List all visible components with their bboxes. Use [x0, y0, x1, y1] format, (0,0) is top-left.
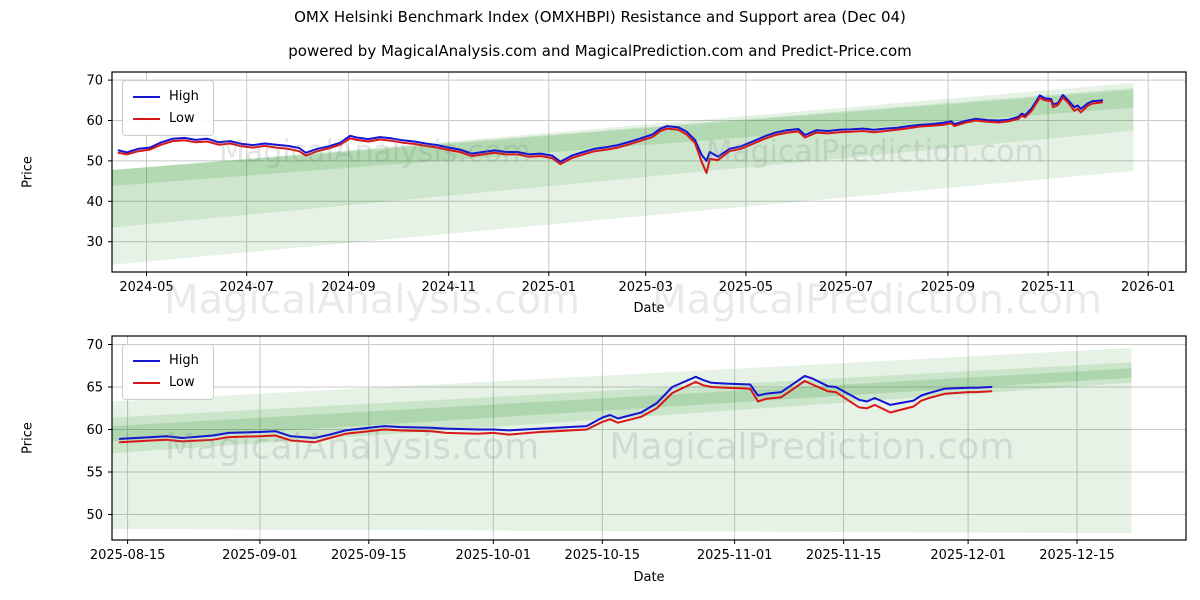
support-resistance-outer-band — [112, 347, 1132, 534]
bottom-chart: 2025-08-15 2025-09-01 2025-09-15 2025-10-01… — [86, 335, 1187, 563]
high-line-swatch — [133, 360, 160, 362]
legend-item-low: Low — [133, 108, 199, 130]
figure-title: OMX Helsinki Benchmark Index (OMXHBPI) R… — [294, 8, 906, 26]
legend-top: High Low — [122, 80, 214, 136]
y-tick-label: 70 — [86, 74, 103, 89]
support-resistance-core-band — [112, 368, 1132, 442]
y-tick-label: 60 — [86, 114, 103, 129]
figure-subtitle: powered by MagicalAnalysis.com and Magic… — [288, 42, 912, 60]
x-tick-label: 2025-09-01 — [222, 548, 298, 563]
support-resistance-core-band — [112, 88, 1134, 186]
x-tick-label: 2024-11 — [422, 280, 476, 295]
high-line-swatch — [133, 96, 160, 98]
low-line-swatch — [133, 118, 160, 120]
low-line — [118, 380, 993, 444]
x-tick-label: 2025-11-01 — [697, 548, 773, 563]
y-tick-label: 55 — [86, 466, 103, 481]
date-axis-label-bottom: Date — [633, 570, 665, 585]
price-axis-label-top: Price — [20, 156, 36, 188]
legend-label-high: High — [169, 89, 199, 104]
date-axis-label-top: Date — [633, 301, 665, 316]
y-tick-label: 65 — [86, 381, 103, 396]
y-tick-label: 30 — [86, 235, 103, 250]
high-line — [117, 94, 1104, 163]
x-tick-label: 2025-12-15 — [1039, 548, 1115, 563]
x-tick-label: 2025-11-15 — [806, 548, 882, 563]
x-tick-label: 2025-10-01 — [456, 548, 532, 563]
x-tick-label: 2025-09-15 — [331, 548, 407, 563]
legend-item-high: High — [133, 350, 199, 372]
low-line-swatch — [133, 382, 160, 384]
x-tick-label: 2025-10-15 — [565, 548, 641, 563]
x-tick-label: 2025-01 — [522, 280, 576, 295]
plot-border — [111, 71, 1187, 273]
x-tick-label: 2024-07 — [220, 280, 274, 295]
support-resistance-outer-band — [112, 82, 1134, 265]
legend-label-high: High — [169, 353, 199, 368]
x-tick-label: 2025-12-01 — [930, 548, 1006, 563]
support-resistance-mid-band — [112, 89, 1134, 228]
price-axis-label-bottom: Price — [20, 422, 36, 454]
legend-label-low: Low — [169, 111, 195, 126]
y-tick-label: 50 — [86, 508, 103, 523]
x-tick-label: 2026-01 — [1121, 280, 1175, 295]
legend-item-high: High — [133, 86, 199, 108]
legend-item-low: Low — [133, 372, 199, 394]
plot-border — [111, 335, 1187, 541]
y-tick-label: 60 — [86, 423, 103, 438]
low-line — [117, 96, 1104, 174]
y-tick-label: 70 — [86, 338, 103, 353]
x-tick-label: 2025-05 — [719, 280, 773, 295]
x-tick-label: 2024-09 — [321, 280, 375, 295]
high-line — [118, 375, 993, 440]
x-tick-label: 2025-07 — [819, 280, 873, 295]
x-tick-label: 2024-05 — [119, 280, 173, 295]
y-tick-label: 40 — [86, 195, 103, 210]
x-tick-label: 2025-03 — [619, 280, 673, 295]
top-chart: 2024-05 2024-07 2024-09 2024-11 2025-01 2025-… — [86, 71, 1187, 295]
legend-bottom: High Low — [122, 344, 214, 400]
legend-label-low: Low — [169, 375, 195, 390]
x-tick-label: 2025-08-15 — [90, 548, 166, 563]
x-tick-label: 2025-11 — [1021, 280, 1075, 295]
y-tick-label: 50 — [86, 154, 103, 169]
x-tick-label: 2025-09 — [921, 280, 975, 295]
